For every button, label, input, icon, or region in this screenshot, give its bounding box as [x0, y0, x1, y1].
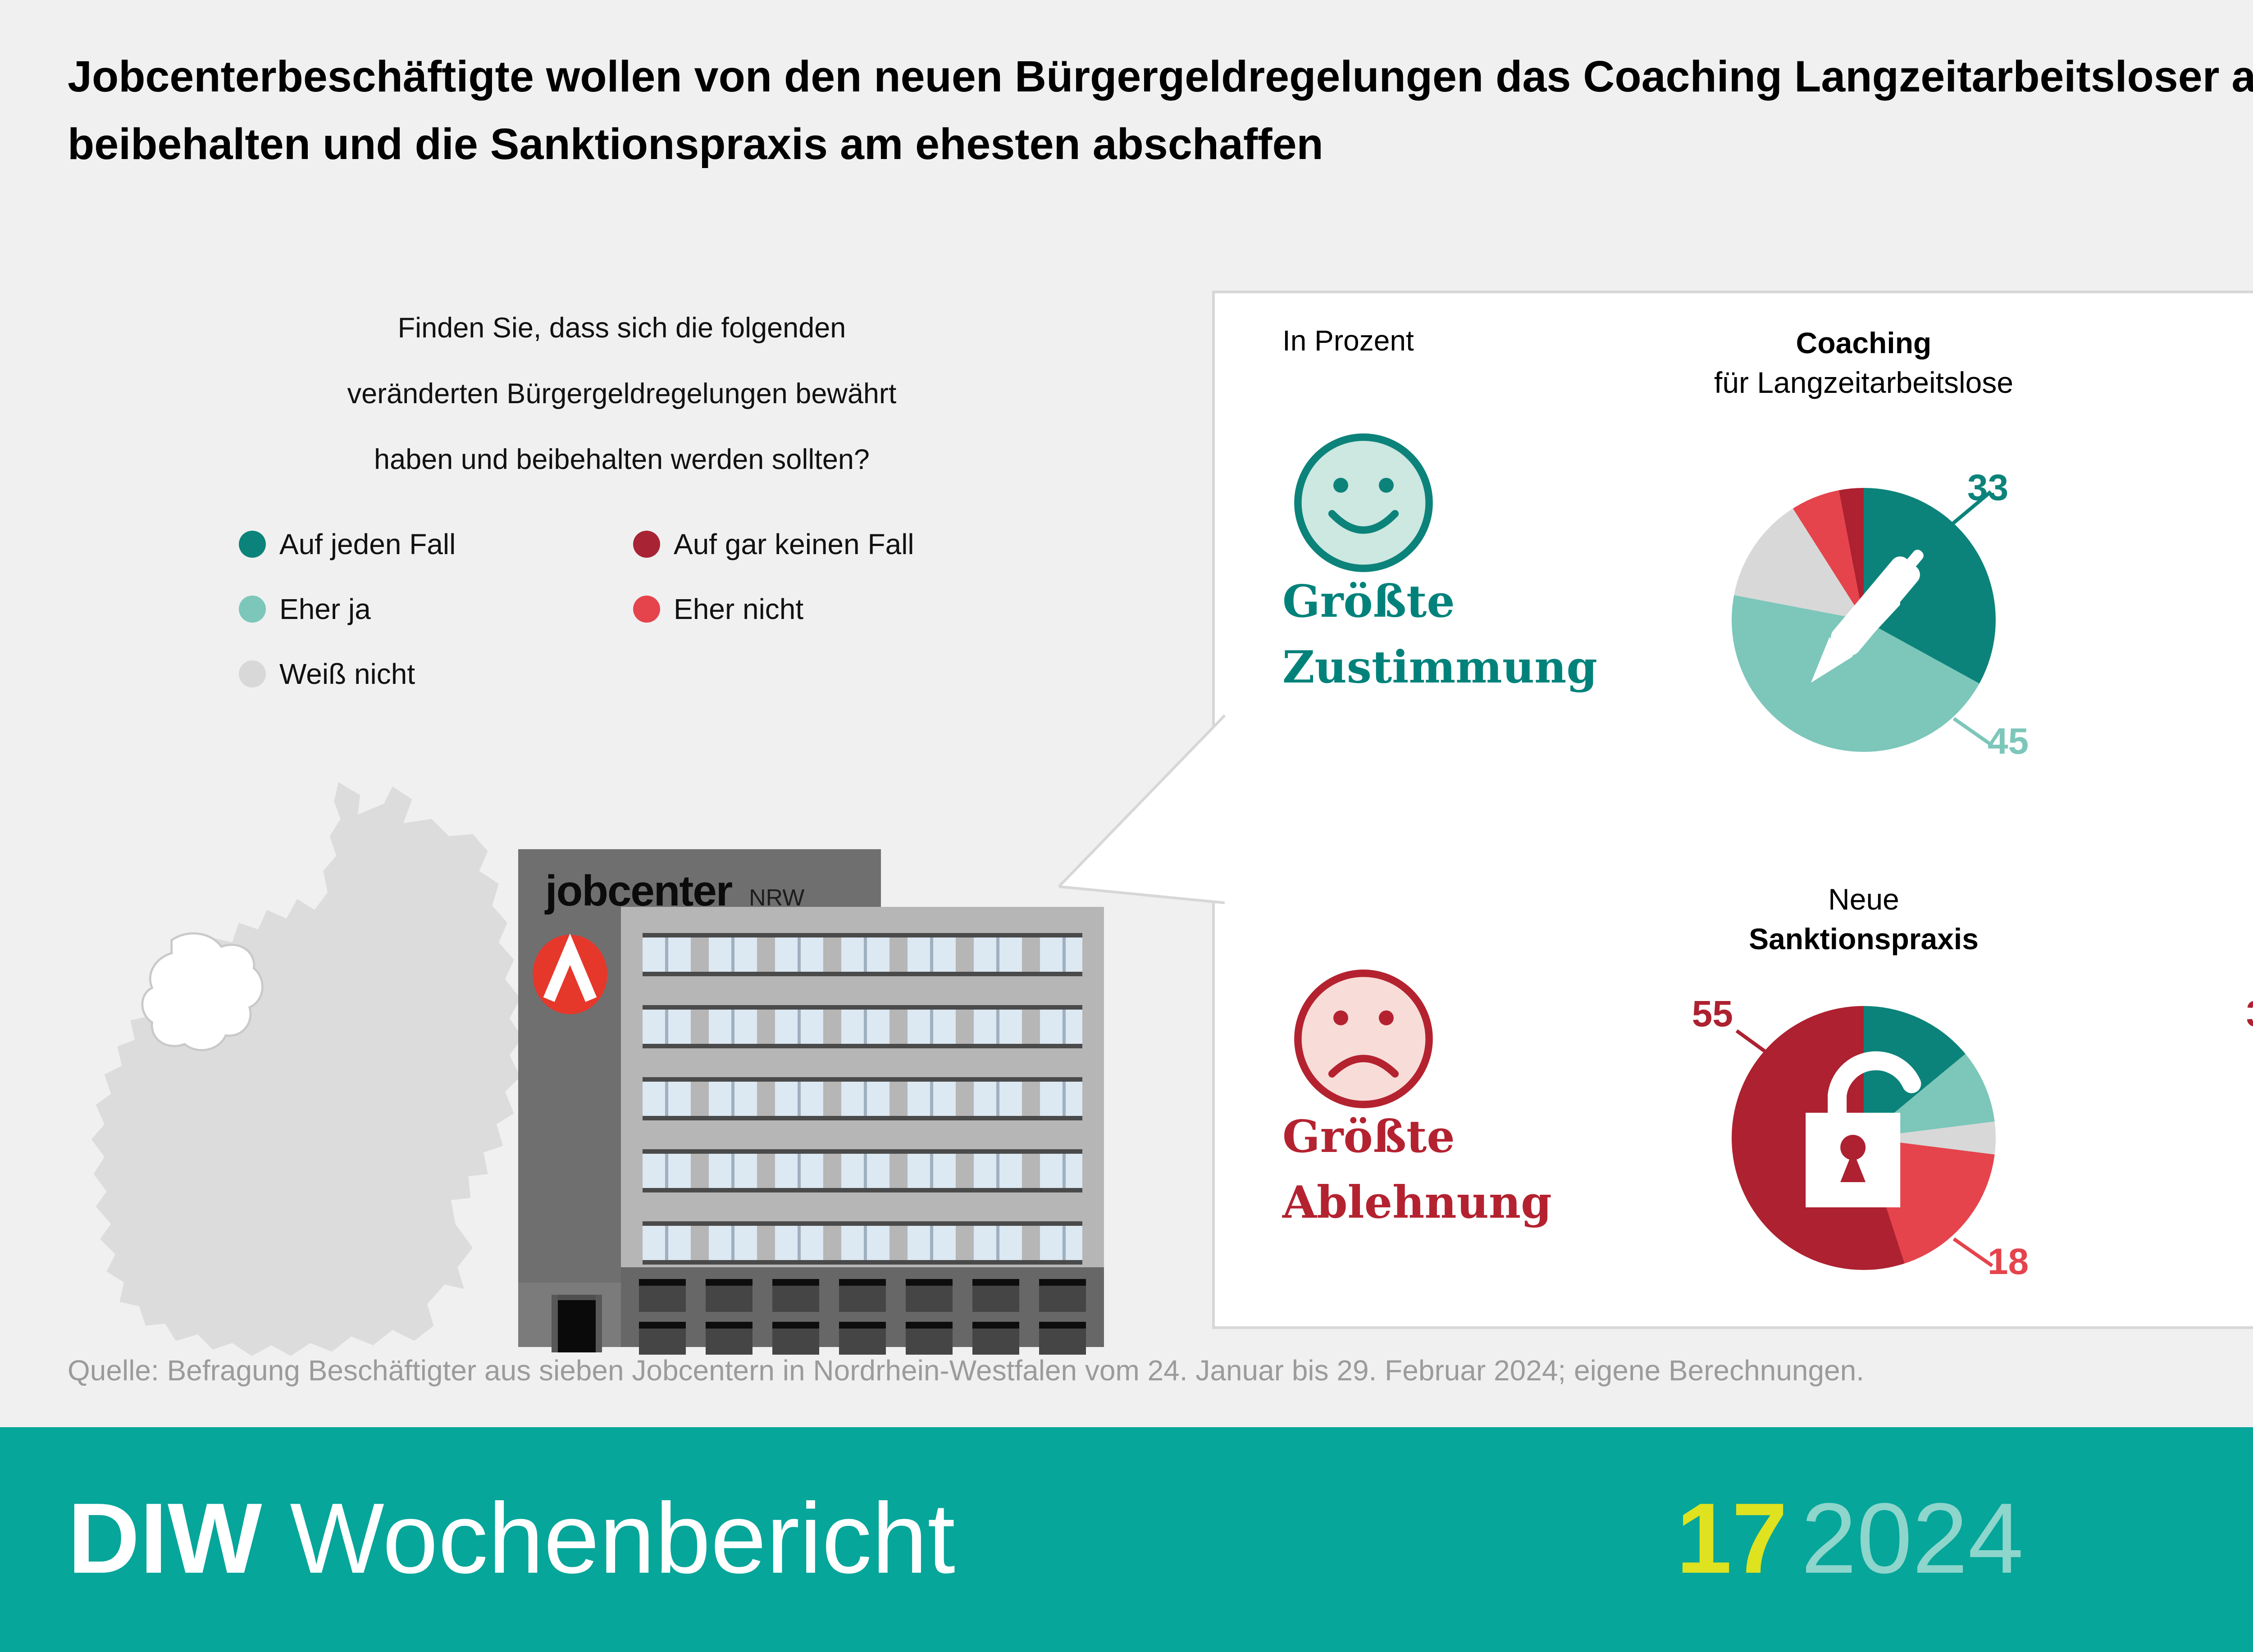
pie-cell-coaching: Coaching für Langzeitarbeitslose 33 45 — [1607, 293, 2121, 811]
group-label-zustimmung: Größte Zustimmung — [1282, 576, 1597, 693]
value-label: 55 — [1620, 993, 1774, 1059]
legend-dot-weiss-nicht — [239, 660, 266, 687]
legend-dot-eher-ja — [239, 596, 266, 623]
arbeitsagentur-logo-icon — [533, 934, 607, 1015]
legend-label: Weiß nicht — [279, 658, 415, 690]
value-label: 33 — [1952, 467, 2008, 525]
legend-item: Eher nicht — [633, 593, 914, 625]
legend-dot-eher-nicht — [633, 596, 660, 623]
building-lower-floors — [621, 1267, 1104, 1355]
speech-bubble-tail — [1058, 714, 1226, 904]
pie-cell-sanktionspraxis: Neue Sanktionspraxis 55 18 — [1607, 814, 2121, 1332]
legend-column-2: Auf gar keinen Fall Eher nicht — [633, 528, 914, 625]
germany-map — [91, 782, 523, 1356]
sad-smiley-icon — [1294, 969, 1433, 1108]
legend-item: Eher ja — [239, 593, 456, 625]
building-tower — [518, 849, 621, 1347]
building-entrance — [518, 1283, 621, 1352]
nrw-sign-text: NRW — [749, 885, 805, 911]
legend-column-1: Auf jeden Fall Eher ja Weiß nicht — [239, 528, 456, 690]
pie-title: Coaching für Langzeitarbeitslose — [1714, 326, 2014, 399]
pie-title: Erhöhter Regelsatz für Kinder — [2161, 323, 2253, 402]
unit-label: In Prozent — [1282, 324, 1414, 357]
publication-brand: DIW Wochenbericht — [68, 1483, 955, 1594]
leader-line — [1735, 1029, 1774, 1059]
happy-smiley-icon — [1294, 433, 1433, 572]
pie-chart-sanktionspraxis — [1732, 1006, 1996, 1270]
value-label: 18 — [1952, 1237, 2029, 1283]
legend-label: Auf jeden Fall — [279, 528, 456, 560]
source-note: Quelle: Befragung Beschäftigter aus sieb… — [68, 1354, 1865, 1387]
pie-cell-regelsatz-kinder: Erhöhter Regelsatz für Kinder 19 36 — [2161, 293, 2253, 811]
results-panel: In Prozent Größte Zustimmung Größte Ablehn… — [1212, 291, 2253, 1329]
legend-item: Auf gar keinen Fall — [633, 528, 914, 560]
window-band — [643, 933, 1082, 976]
issue-number: 17 2024 — [1676, 1483, 2024, 1594]
window-band — [643, 1005, 1082, 1048]
window-band — [643, 1149, 1082, 1192]
window-band — [643, 1077, 1082, 1120]
legend-label: Eher nicht — [674, 593, 804, 625]
jobcenter-building: jobcenter NRW — [518, 849, 1104, 1355]
value-label: 28 — [2188, 1248, 2253, 1291]
legend-label: Auf gar keinen Fall — [674, 528, 914, 560]
survey-question: Finden Sie, dass sich die folgenden verä… — [347, 312, 897, 475]
group-label-ablehnung: Größte Ablehnung — [1282, 1111, 1552, 1229]
legend-item: Auf jeden Fall — [239, 528, 456, 560]
pie-chart-coaching — [1732, 488, 1996, 752]
building-upper-floors — [621, 907, 1104, 1267]
pie-cell-regelsatz-erwachsene: Erhöhter Regelsatz für Erwachsene 30 28 — [2161, 814, 2253, 1332]
value-label: 45 — [1952, 717, 2029, 763]
germany-silhouette — [91, 782, 523, 1356]
window-band — [643, 1221, 1082, 1265]
page-title: Jobcenterbeschäftigte wollen von den neu… — [68, 52, 2253, 168]
pie-title: Erhöhter Regelsatz für Erwachsene — [2161, 879, 2253, 959]
door — [558, 1295, 596, 1352]
nrw-region — [141, 932, 264, 1051]
pie-title: Neue Sanktionspraxis — [1749, 883, 1979, 956]
legend-label: Eher ja — [279, 593, 371, 625]
value-label: 30 — [2175, 993, 2253, 1035]
legend-item: Weiß nicht — [239, 658, 456, 690]
legend-dot-auf-jeden-fall — [239, 531, 266, 558]
legend-dot-auf-gar-keinen-fall — [633, 531, 660, 558]
